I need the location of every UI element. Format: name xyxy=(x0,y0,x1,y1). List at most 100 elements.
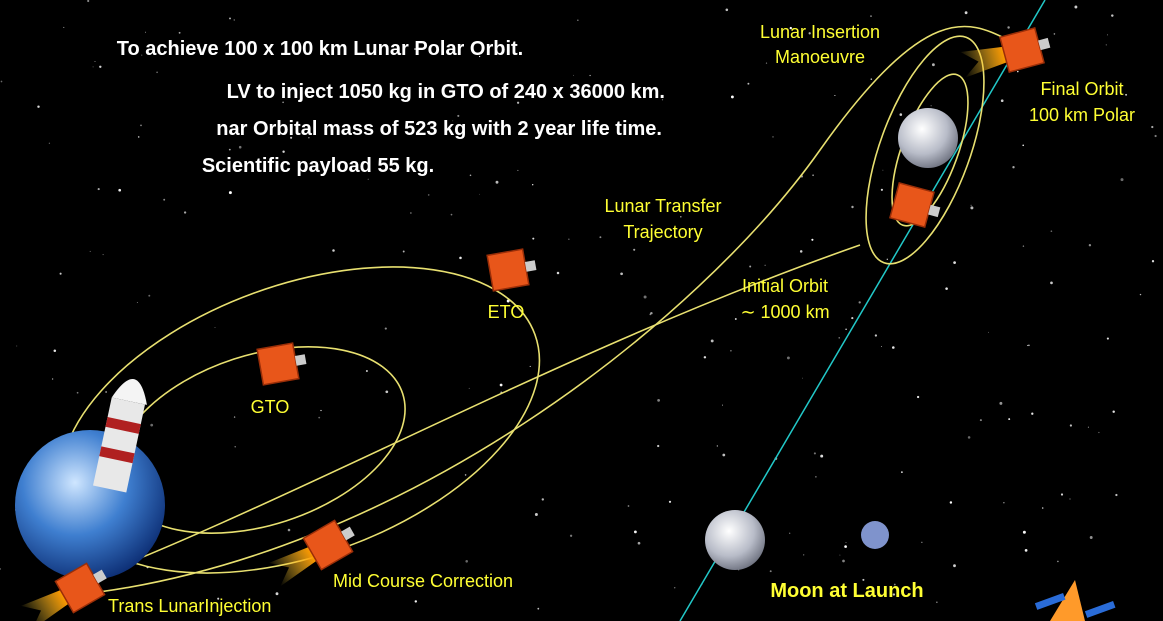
star xyxy=(722,405,723,406)
star xyxy=(16,346,17,347)
star xyxy=(800,250,803,253)
star xyxy=(1031,413,1033,415)
label: Trajectory xyxy=(623,222,702,242)
star xyxy=(787,356,790,359)
label: Mid Course Correction xyxy=(333,571,513,591)
star xyxy=(570,535,572,537)
star xyxy=(650,312,652,314)
star xyxy=(465,560,468,563)
star xyxy=(557,272,560,275)
star xyxy=(901,471,903,473)
star xyxy=(156,71,158,73)
star xyxy=(470,175,472,177)
star xyxy=(214,327,215,328)
star xyxy=(573,75,574,76)
star xyxy=(620,272,623,275)
star xyxy=(851,206,853,208)
star xyxy=(892,346,895,349)
star xyxy=(1054,33,1056,35)
star xyxy=(60,273,62,275)
star xyxy=(1115,494,1117,496)
star xyxy=(366,370,368,372)
star xyxy=(530,366,531,367)
spacecraft-body xyxy=(257,343,299,385)
moon xyxy=(898,108,958,168)
star xyxy=(968,436,971,439)
moon-at-launch xyxy=(705,510,765,570)
star xyxy=(229,191,232,194)
mission-note: Scientific payload 55 kg. xyxy=(202,155,434,177)
star xyxy=(881,189,883,191)
star xyxy=(1107,338,1109,340)
star xyxy=(628,505,630,507)
star xyxy=(730,350,732,352)
star xyxy=(229,17,231,19)
star xyxy=(288,529,291,532)
star xyxy=(282,151,284,153)
star xyxy=(980,419,982,421)
star xyxy=(772,136,773,137)
star xyxy=(717,445,718,446)
star xyxy=(517,170,518,171)
star xyxy=(747,83,749,85)
star xyxy=(931,105,932,106)
star xyxy=(887,259,888,260)
star xyxy=(276,592,279,595)
star xyxy=(882,170,883,171)
star xyxy=(1025,549,1028,552)
star xyxy=(1012,166,1014,168)
star xyxy=(1070,424,1072,426)
star xyxy=(49,143,50,144)
star xyxy=(1042,507,1044,509)
star xyxy=(657,445,659,447)
star xyxy=(1140,294,1141,295)
star xyxy=(99,66,101,68)
star xyxy=(137,302,138,303)
star xyxy=(1057,561,1059,563)
star xyxy=(179,32,181,34)
star xyxy=(93,66,94,67)
star xyxy=(410,212,411,213)
star xyxy=(105,391,107,393)
spacecraft-panel xyxy=(525,260,537,272)
star xyxy=(229,149,231,151)
star xyxy=(789,533,790,534)
star xyxy=(834,95,835,96)
star xyxy=(1089,244,1091,246)
star-burst xyxy=(861,521,889,549)
star xyxy=(870,15,871,16)
star xyxy=(54,350,57,353)
star xyxy=(875,334,877,336)
star xyxy=(669,501,671,503)
label: Initial Orbit xyxy=(742,276,828,296)
spacecraft-body xyxy=(487,249,529,291)
diagram: To achieve 100 x 100 km Lunar Polar Orbi… xyxy=(0,0,1163,621)
star xyxy=(457,115,459,117)
label: Manoeuvre xyxy=(775,47,865,67)
star xyxy=(368,179,369,180)
label: Lunar Insertion xyxy=(760,22,880,42)
star xyxy=(318,417,320,419)
star xyxy=(644,296,647,299)
star xyxy=(965,11,968,14)
star xyxy=(657,399,660,402)
star xyxy=(385,390,388,393)
star xyxy=(812,174,814,176)
star xyxy=(1001,99,1004,102)
star xyxy=(184,211,186,213)
label: ETO xyxy=(488,302,525,322)
star xyxy=(90,251,91,252)
star xyxy=(385,328,387,330)
star xyxy=(820,455,823,458)
star xyxy=(1069,498,1070,499)
star xyxy=(103,254,104,255)
star xyxy=(1152,260,1154,262)
star xyxy=(118,189,121,192)
star xyxy=(140,125,142,127)
star xyxy=(234,446,235,447)
star xyxy=(1028,345,1030,347)
star xyxy=(496,181,499,184)
star xyxy=(428,194,430,196)
star xyxy=(726,9,729,12)
star xyxy=(900,113,903,116)
